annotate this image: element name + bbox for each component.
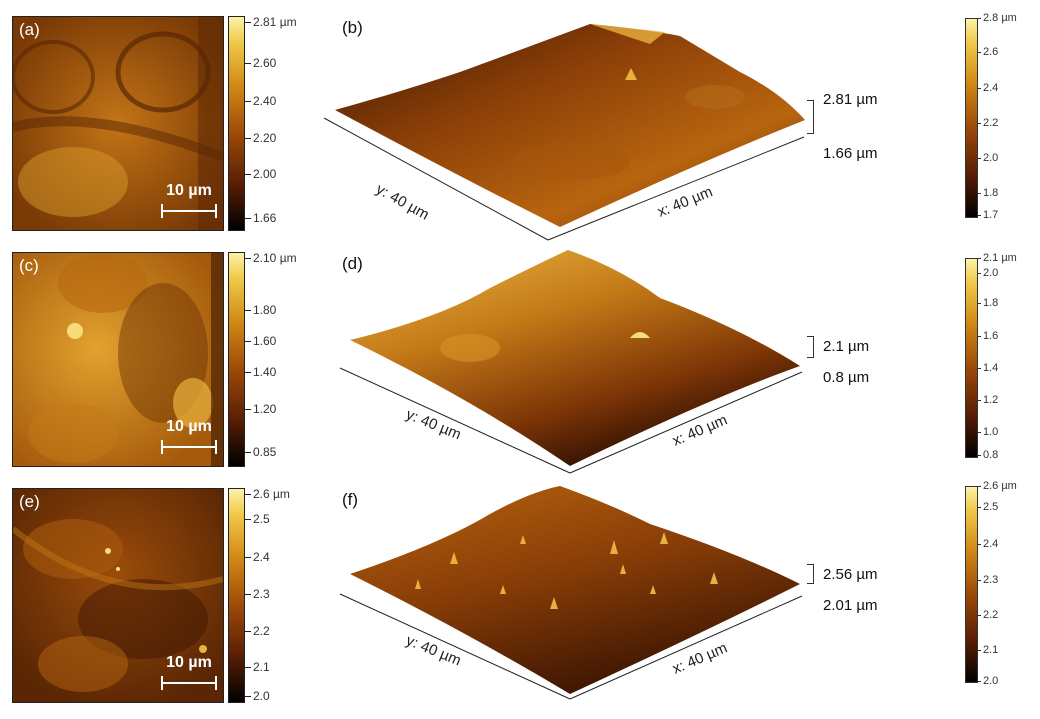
colorbar-label: 2.2 <box>253 624 270 638</box>
colorbar-label: 0.85 <box>253 445 277 459</box>
height-colorbar <box>228 16 245 231</box>
x-axis-label: x: 40 µm <box>670 411 730 449</box>
colorbar-label: 2.2 <box>983 609 999 621</box>
afm-3d-surface: y: 40 µm x: 40 µm <box>320 484 820 719</box>
colorbar-label: 2.0 <box>983 267 999 279</box>
colorbar-label: 1.0 <box>983 426 999 438</box>
colorbar-label: 2.1 <box>983 644 999 656</box>
height-colorbar <box>228 252 245 467</box>
scale-bar-label: 10 µm <box>166 654 212 671</box>
colorbar-label: 2.2 <box>983 117 999 129</box>
afm-panel-ab: (a) 10 µm 2.81 µm 2.60 2.40 2.20 2.00 1.… <box>0 12 1040 247</box>
scale-bar: 10 µm <box>161 182 217 220</box>
y-axis-label: y: 40 µm <box>373 181 432 224</box>
colorbar-label: 2.10 µm <box>253 251 297 265</box>
panel-label: (e) <box>19 492 40 511</box>
colorbar-label: 2.4 <box>983 538 999 550</box>
colorbar-label: 1.20 <box>253 402 277 416</box>
colorbar-label: 1.6 <box>983 330 999 342</box>
colorbar-label: 2.20 <box>253 131 277 145</box>
z-min-label: 0.8 µm <box>823 369 870 386</box>
colorbar-label: 1.60 <box>253 334 277 348</box>
scale-bar: 10 µm <box>161 418 217 456</box>
height-colorbar <box>965 18 978 218</box>
colorbar-label: 2.5 <box>983 501 999 513</box>
x-axis-label: x: 40 µm <box>670 639 730 677</box>
colorbar-label: 1.66 <box>253 211 277 225</box>
colorbar-label: 2.6 <box>983 46 999 58</box>
z-max-label: 2.1 µm <box>823 338 870 355</box>
afm-height-map: (c) 10 µm <box>12 252 224 467</box>
panel-label: (b) <box>342 18 363 37</box>
colorbar-label: 2.0 <box>253 689 270 703</box>
x-axis-label: x: 40 µm <box>655 183 715 220</box>
afm-height-map: (a) 10 µm <box>12 16 224 231</box>
colorbar-label: 2.40 <box>253 94 277 108</box>
colorbar-label: 1.4 <box>983 362 999 374</box>
colorbar-label: 2.1 µm <box>983 252 1017 264</box>
colorbar-label: 2.00 <box>253 167 277 181</box>
colorbar-label: 1.8 <box>983 297 999 309</box>
panel-label: (a) <box>19 20 40 39</box>
afm-panel-cd: (c) 10 µm 2.10 µm 1.80 1.60 1.40 1.20 0.… <box>0 248 1040 483</box>
height-colorbar <box>228 488 245 703</box>
scale-bar-label: 10 µm <box>166 418 212 435</box>
colorbar-label: 1.40 <box>253 365 277 379</box>
scale-bar-label: 10 µm <box>166 182 212 199</box>
z-min-label: 1.66 µm <box>823 145 878 162</box>
colorbar-label: 2.81 µm <box>253 15 297 29</box>
height-colorbar <box>965 486 978 683</box>
afm-height-map: (e) 10 µm <box>12 488 224 703</box>
panel-label: (c) <box>19 256 39 275</box>
scale-bar: 10 µm <box>161 654 217 692</box>
y-axis-label: y: 40 µm <box>404 632 464 669</box>
y-axis-label: y: 40 µm <box>404 406 464 443</box>
colorbar-label: 1.2 <box>983 394 999 406</box>
z-max-label: 2.81 µm <box>823 91 878 108</box>
colorbar-label: 1.8 <box>983 187 999 199</box>
colorbar-label: 2.60 <box>253 56 277 70</box>
colorbar-label: 1.7 <box>983 209 999 221</box>
colorbar-label: 1.80 <box>253 303 277 317</box>
afm-panel-ef: (e) 10 µm 2.6 µm 2.5 2.4 2.3 2.2 2.1 2.0… <box>0 480 1040 719</box>
colorbar-label: 2.4 <box>253 550 270 564</box>
colorbar-label: 2.3 <box>983 574 999 586</box>
z-min-label: 2.01 µm <box>823 597 878 614</box>
panel-label: (f) <box>342 490 359 509</box>
colorbar-label: 2.8 µm <box>983 12 1017 24</box>
colorbar-label: 2.1 <box>253 660 270 674</box>
z-max-label: 2.56 µm <box>823 566 878 583</box>
colorbar-label: 2.0 <box>983 152 999 164</box>
colorbar-label: 2.5 <box>253 512 270 526</box>
colorbar-label: 2.6 µm <box>983 480 1017 492</box>
colorbar-label: 0.8 <box>983 449 999 461</box>
afm-3d-surface: y: 40 µm x: 40 µm <box>320 12 820 247</box>
panel-label: (d) <box>342 254 363 273</box>
colorbar-label: 2.6 µm <box>253 487 290 501</box>
colorbar-label: 2.3 <box>253 587 270 601</box>
colorbar-label: 2.4 <box>983 82 999 94</box>
afm-3d-surface: y: 40 µm x: 40 µm <box>320 248 820 483</box>
height-colorbar <box>965 258 978 458</box>
colorbar-label: 2.0 <box>983 675 999 687</box>
